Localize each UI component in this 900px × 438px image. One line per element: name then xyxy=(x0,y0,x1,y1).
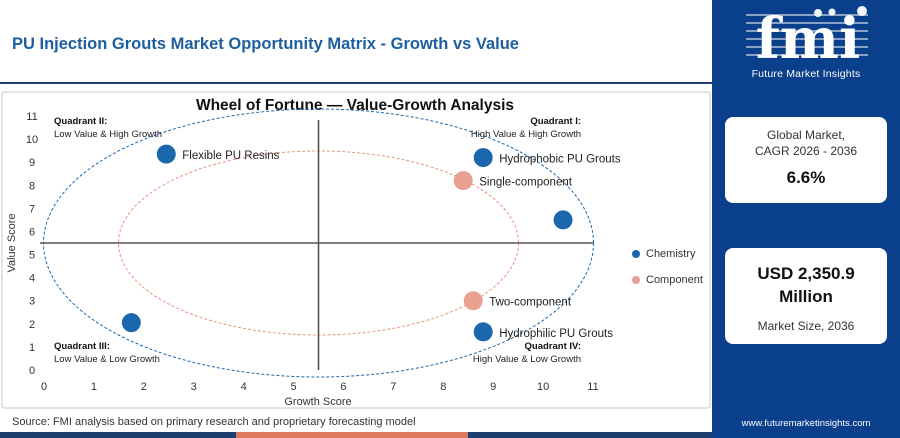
quadrant-2-desc: Low Value & High Growth xyxy=(54,129,162,140)
market-size-label: Market Size, 2036 xyxy=(757,319,855,333)
quadrant-3-desc: Low Value & Low Growth xyxy=(54,354,160,365)
x-tick-label: 1 xyxy=(91,381,97,393)
y-tick-label: 4 xyxy=(29,273,35,285)
cagr-value: 6.6% xyxy=(786,168,826,187)
sidebar: fmi Future Market Insights Global Market… xyxy=(712,0,900,438)
website-url: www.futuremarketinsights.com xyxy=(741,418,871,429)
y-tick-label: 11 xyxy=(26,111,37,123)
x-tick-label: 3 xyxy=(191,381,197,393)
chart-frame xyxy=(1,91,711,409)
data-point xyxy=(156,144,176,164)
x-tick-label: 6 xyxy=(340,381,346,393)
y-tick-label: 10 xyxy=(26,134,38,146)
y-axis-label: Value Score xyxy=(6,213,18,272)
quadrant-3-name: Quadrant III: xyxy=(54,341,110,352)
header: PU Injection Grouts Market Opportunity M… xyxy=(0,0,712,82)
legend-swatch-component xyxy=(632,276,640,284)
legend-item-component: Component xyxy=(632,272,703,288)
page-title: PU Injection Grouts Market Opportunity M… xyxy=(12,35,519,53)
data-point-label: Flexible PU Resins xyxy=(182,150,279,162)
cagr-label-line2: CAGR 2026 - 2036 xyxy=(754,144,858,158)
quadrant-1-name: Quadrant I: xyxy=(530,116,581,127)
cagr-label-line1: Global Market, xyxy=(766,128,846,142)
x-tick-label: 5 xyxy=(290,381,296,393)
quadrant-1-desc: High Value & High Growth xyxy=(471,129,581,140)
chart-title: Wheel of Fortune — Value-Growth Analysis xyxy=(196,97,514,114)
chart-legend: Chemistry Component xyxy=(632,246,703,298)
y-tick-label: 0 xyxy=(29,365,35,377)
y-tick-label: 9 xyxy=(29,157,35,169)
fmi-logo-mark: fmi xyxy=(746,6,868,72)
y-tick-label: 7 xyxy=(29,203,35,215)
x-tick-label: 10 xyxy=(537,381,549,393)
footer-bar-segment xyxy=(468,432,712,438)
logo-wordmark: fmi xyxy=(756,6,861,68)
data-point-label: Single-component xyxy=(479,177,573,189)
legend-swatch-chemistry xyxy=(632,250,640,258)
x-tick-label: 8 xyxy=(440,381,446,393)
source-note: Source: FMI analysis based on primary re… xyxy=(12,416,416,428)
cagr-card: Global Market, CAGR 2026 - 2036 6.6% xyxy=(725,117,887,203)
legend-item-chemistry: Chemistry xyxy=(632,246,703,262)
quadrant-4-name: Quadrant IV: xyxy=(525,341,581,352)
data-point-label: Hydrophobic PU Grouts xyxy=(499,154,621,166)
x-tick-label: 0 xyxy=(41,381,47,393)
x-tick-label: 2 xyxy=(141,381,147,393)
y-tick-label: 8 xyxy=(29,180,35,192)
data-point xyxy=(453,171,473,191)
chart-axes: 0 1 2 3 4 5 6 7 8 9 10 11 0 1 2 3 4 5 6 7 8 9 10 11 xyxy=(26,111,599,393)
data-point-label: Two-component xyxy=(489,297,572,309)
x-tick-label: 9 xyxy=(490,381,496,393)
footer-bar-segment xyxy=(0,432,236,438)
legend-label-chemistry: Chemistry xyxy=(646,248,696,260)
chart-border xyxy=(1,91,711,409)
data-point xyxy=(473,148,493,168)
x-axis-label: Growth Score xyxy=(284,396,351,408)
data-point xyxy=(473,322,493,342)
y-tick-label: 5 xyxy=(29,250,35,262)
quadrant-labels: Quadrant II: Low Value & High Growth Qua… xyxy=(54,116,581,365)
x-tick-label: 11 xyxy=(587,381,598,393)
header-divider xyxy=(0,82,712,84)
opportunity-matrix-chart: Wheel of Fortune — Value-Growth Analysis… xyxy=(0,88,712,410)
x-tick-label: 7 xyxy=(390,381,396,393)
y-tick-label: 1 xyxy=(29,342,35,354)
data-point-label: Hydrophilic PU Grouts xyxy=(499,328,613,340)
logo-subtitle: Future Market Insights xyxy=(751,68,861,80)
legend-label-component: Component xyxy=(646,274,703,286)
data-point xyxy=(121,313,141,333)
data-point xyxy=(553,210,573,230)
market-size-value-line1: USD 2,350.9 xyxy=(757,264,855,283)
chart-canvas: Wheel of Fortune — Value-Growth Analysis… xyxy=(1,91,711,409)
y-tick-label: 6 xyxy=(29,226,35,238)
x-tick-label: 4 xyxy=(241,381,247,393)
quadrant-4-desc: High Value & Low Growth xyxy=(473,354,581,365)
market-size-value-line2: Million xyxy=(779,287,833,306)
footer-bar-segment xyxy=(236,432,468,438)
y-tick-label: 2 xyxy=(29,319,35,331)
chart-points: Flexible PU Resins Hydrophobic PU Grouts H… xyxy=(121,144,621,342)
data-point xyxy=(463,291,483,311)
fmi-logo: fmi Future Market Insights xyxy=(712,0,900,90)
y-tick-label: 3 xyxy=(29,296,35,308)
market-size-card: USD 2,350.9 Million Market Size, 2036 xyxy=(725,248,887,344)
quadrant-2-name: Quadrant II: xyxy=(54,116,107,127)
